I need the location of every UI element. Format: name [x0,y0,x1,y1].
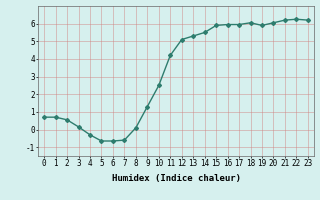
X-axis label: Humidex (Indice chaleur): Humidex (Indice chaleur) [111,174,241,183]
